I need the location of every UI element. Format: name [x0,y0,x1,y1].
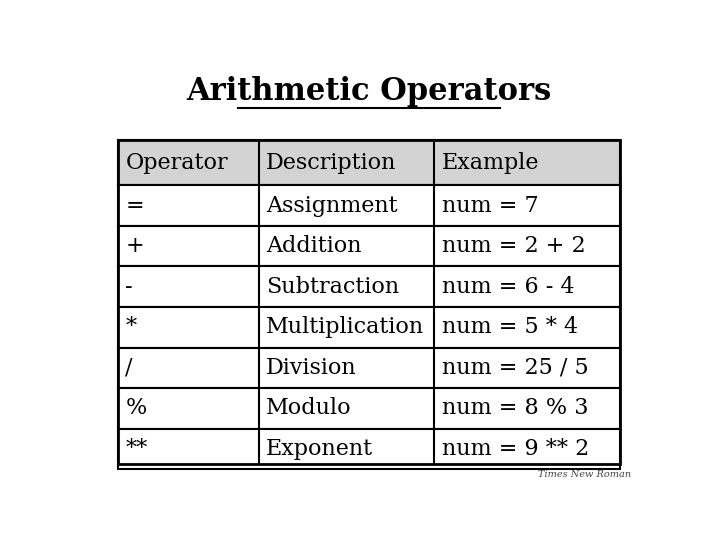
FancyBboxPatch shape [118,140,620,185]
FancyBboxPatch shape [118,185,620,226]
Text: Subtraction: Subtraction [266,276,399,298]
Text: -: - [125,276,133,298]
Text: num = 8 % 3: num = 8 % 3 [442,397,588,420]
Text: Arithmetic Operators: Arithmetic Operators [186,76,552,107]
Text: **: ** [125,438,148,460]
FancyBboxPatch shape [118,307,620,348]
Text: Addition: Addition [266,235,361,257]
Text: num = 5 * 4: num = 5 * 4 [442,316,578,338]
FancyBboxPatch shape [118,266,620,307]
Text: Exponent: Exponent [266,438,373,460]
Text: Division: Division [266,357,356,379]
FancyBboxPatch shape [118,388,620,429]
Text: num = 6 - 4: num = 6 - 4 [442,276,575,298]
Text: Modulo: Modulo [266,397,351,420]
Text: Multiplication: Multiplication [266,316,424,338]
Text: num = 9 ** 2: num = 9 ** 2 [442,438,589,460]
Text: num = 25 / 5: num = 25 / 5 [442,357,588,379]
Text: Operator: Operator [125,152,228,173]
FancyBboxPatch shape [118,348,620,388]
Text: *: * [125,316,137,338]
FancyBboxPatch shape [118,429,620,469]
Text: +: + [125,235,144,257]
Text: num = 2 + 2: num = 2 + 2 [442,235,585,257]
Text: Description: Description [266,152,397,173]
Text: Example: Example [442,152,539,173]
Text: %: % [125,397,147,420]
Text: num = 7: num = 7 [442,194,539,217]
FancyBboxPatch shape [118,226,620,266]
Text: Assignment: Assignment [266,194,397,217]
Text: /: / [125,357,133,379]
Text: =: = [125,194,144,217]
Text: Times New Roman: Times New Roman [538,469,631,478]
